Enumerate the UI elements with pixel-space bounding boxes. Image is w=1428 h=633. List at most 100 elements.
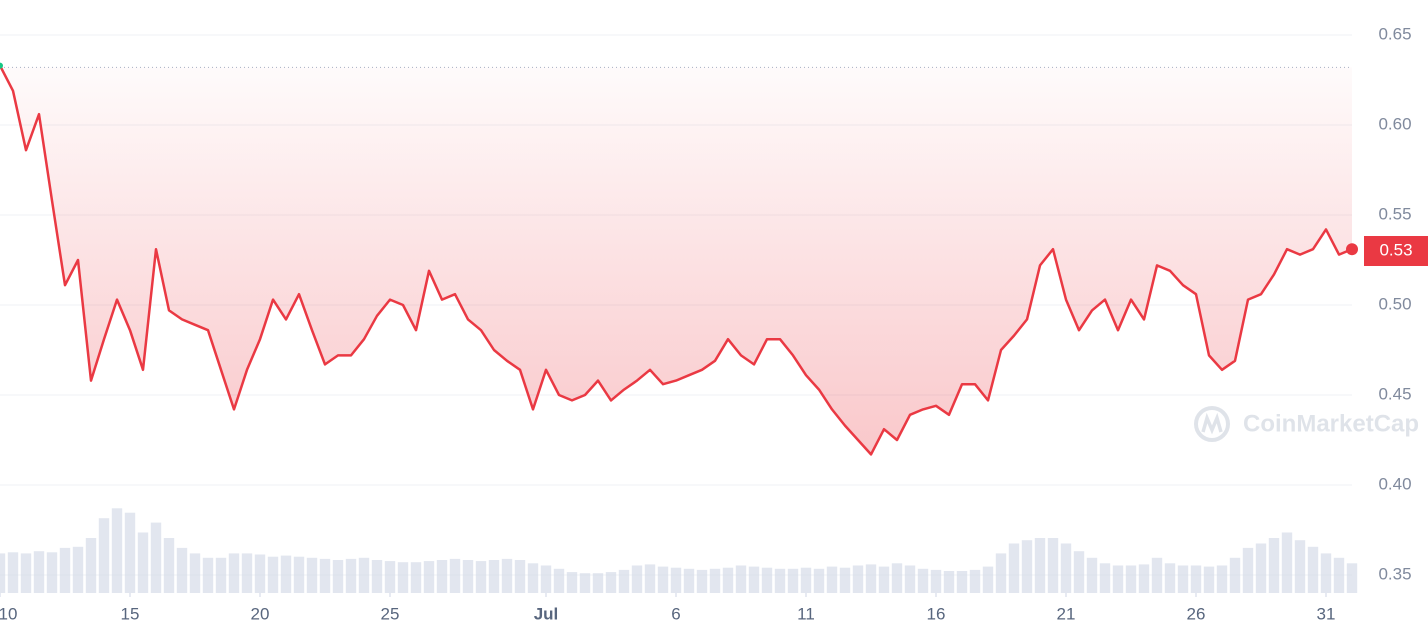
volume-bar [1307, 546, 1319, 593]
volume-bar [475, 561, 487, 593]
volume-bar [709, 568, 721, 593]
volume-bar [852, 565, 864, 593]
volume-bar [930, 569, 942, 593]
volume-bar [839, 567, 851, 593]
volume-bar [33, 551, 45, 593]
volume-bar [1190, 565, 1202, 593]
x-tick-label: 11 [797, 604, 815, 623]
volume-bar [696, 569, 708, 593]
price-line [0, 65, 1353, 456]
volume-bar [1255, 543, 1267, 593]
volume-bar [150, 522, 162, 593]
volume-bar [995, 553, 1007, 593]
volume-bar [1138, 564, 1150, 593]
x-tick-label: 10 [0, 604, 17, 623]
volume-bar [553, 568, 565, 593]
x-tick-label: 25 [381, 604, 400, 623]
volume-bar [1229, 557, 1241, 593]
volume-bar [1086, 557, 1098, 593]
volume-bar [176, 547, 188, 593]
x-tick-label: Jul [534, 604, 559, 623]
volume-bar [917, 568, 929, 593]
volume-bar [254, 554, 266, 593]
volume-bar [813, 568, 825, 593]
volume-bar [345, 558, 357, 593]
volume-bar [1268, 538, 1280, 593]
y-tick-label: 0.65 [1378, 24, 1411, 43]
volume-bar [137, 532, 149, 593]
volume-bar [579, 573, 591, 593]
volume-bar [774, 568, 786, 593]
x-tick-label: 20 [251, 604, 270, 623]
volume-bar [280, 555, 292, 593]
volume-bar [371, 560, 383, 593]
y-tick-label: 0.40 [1378, 474, 1411, 493]
volume-bar [904, 565, 916, 593]
volume-bar [410, 562, 422, 593]
y-tick-label: 0.35 [1378, 564, 1411, 583]
volume-bar [1281, 532, 1293, 593]
volume-bar [943, 571, 955, 593]
volume-bar [20, 553, 32, 593]
watermark-text: CoinMarketCap [1243, 410, 1419, 437]
watermark-logo [1194, 406, 1230, 442]
volume-bar [1021, 540, 1033, 593]
y-tick-label: 0.45 [1378, 384, 1411, 403]
volume-bar [501, 558, 513, 593]
volume-bar [1047, 538, 1059, 593]
volume-bar [85, 538, 97, 593]
volume-bar [306, 557, 318, 593]
x-tick-label: 26 [1187, 604, 1206, 623]
volume-bar [7, 552, 19, 593]
volume-bar [46, 552, 58, 593]
volume-bar [1294, 540, 1306, 593]
volume-bar [1099, 563, 1111, 593]
x-tick-label: 21 [1057, 604, 1076, 623]
y-tick-label: 0.55 [1378, 204, 1411, 223]
volume-bar [1164, 563, 1176, 593]
volume-bar [683, 568, 695, 593]
volume-bar [436, 560, 448, 593]
volume-bar [1333, 557, 1345, 593]
volume-bar [1346, 563, 1358, 593]
volume-bar [761, 567, 773, 593]
volume-bar [735, 565, 747, 593]
volume-bar [605, 572, 617, 593]
volume-bar [969, 569, 981, 593]
volume-bar [98, 518, 110, 593]
volume-bar [423, 561, 435, 593]
volume-bar [1008, 543, 1020, 593]
y-tick-label: 0.60 [1378, 114, 1411, 133]
volume-bar [1073, 551, 1085, 593]
volume-bar [0, 553, 6, 593]
y-tick-label: 0.50 [1378, 294, 1411, 313]
volume-bar [1112, 565, 1124, 593]
volume-bar [384, 561, 396, 593]
volume-bar [1320, 553, 1332, 593]
volume-bar [800, 567, 812, 593]
x-tick-label: 15 [121, 604, 140, 623]
volume-bar [1177, 565, 1189, 593]
volume-bar [891, 563, 903, 593]
volume-bar [397, 562, 409, 593]
start-dot [0, 62, 3, 69]
volume-bar [1203, 566, 1215, 593]
volume-bar [1125, 565, 1137, 593]
volume-bar [228, 553, 240, 593]
volume-bar [319, 558, 331, 593]
volume-bar [982, 566, 994, 593]
volume-bar [1216, 565, 1228, 593]
last-dot [1346, 243, 1358, 256]
volume-bar [163, 538, 175, 593]
volume-bar [189, 553, 201, 593]
volume-bar [631, 565, 643, 593]
volume-bar [787, 568, 799, 593]
x-tick-label: 31 [1317, 604, 1336, 623]
volume-bar [592, 573, 604, 593]
volume-bar [722, 567, 734, 593]
price-area [0, 65, 1352, 455]
watermark: CoinMarketCap [1194, 406, 1419, 442]
volume-bar [618, 569, 630, 593]
volume-bar [488, 560, 500, 593]
volume-bar [540, 565, 552, 593]
